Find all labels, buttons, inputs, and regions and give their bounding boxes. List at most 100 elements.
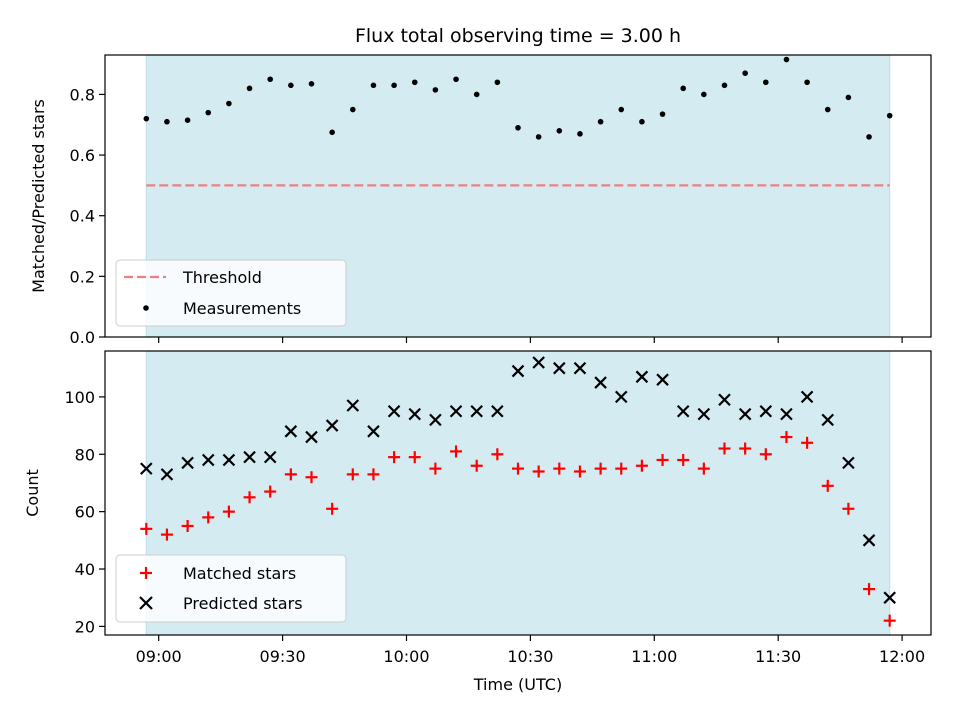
legend-matched-swatch	[140, 567, 152, 579]
measurement-point	[824, 106, 831, 113]
matched-star-marker	[821, 479, 834, 492]
matched-star-marker	[470, 459, 483, 472]
top-x-ticks	[158, 337, 903, 343]
legend-measurements-swatch	[143, 305, 149, 311]
predicted-star-markers	[140, 356, 896, 604]
predicted-star-marker	[325, 419, 339, 432]
measurement-point	[370, 82, 377, 89]
predicted-star-marker	[532, 356, 545, 369]
y-tick-label: 0.6	[70, 146, 95, 165]
matched-star-marker	[842, 502, 855, 515]
bottom-legend-box	[115, 554, 347, 623]
matched-star-marker	[388, 451, 401, 464]
matched-star-marker	[450, 445, 463, 458]
predicted-star-marker	[676, 404, 690, 418]
predicted-star-marker	[429, 413, 442, 427]
predicted-star-marker	[780, 407, 793, 421]
matched-star-marker	[346, 468, 359, 481]
measurement-point	[577, 131, 583, 137]
matched-star-marker	[883, 614, 896, 627]
measurement-point	[473, 91, 480, 98]
bottom-legend: Matched stars Predicted stars	[115, 554, 347, 623]
matched-star-marker	[326, 502, 339, 515]
x-tick-label: 10:00	[383, 647, 429, 666]
predicted-star-marker	[470, 404, 483, 418]
measurement-points	[143, 56, 893, 140]
measurement-point	[267, 76, 274, 83]
measurement-point	[845, 94, 852, 101]
x-tick-label: 11:30	[755, 647, 801, 666]
bottom-x-ticks: 09:00 09:30 10:00 10:30 11:00 11:30 12:00	[136, 635, 925, 666]
bottom-axes-frame	[104, 350, 932, 636]
measurement-point	[701, 91, 707, 98]
predicted-star-marker	[367, 425, 380, 438]
top-y-ticks: 0.0 0.2 0.4 0.6 0.8	[70, 85, 105, 347]
predicted-star-marker	[883, 591, 896, 604]
matched-star-marker	[739, 442, 752, 455]
y-tick-label: 80	[75, 445, 95, 464]
predicted-star-marker	[222, 453, 236, 467]
measurement-point	[783, 56, 790, 63]
predicted-star-marker	[511, 364, 525, 378]
predicted-star-marker	[821, 413, 835, 427]
measurement-point	[226, 100, 232, 107]
predicted-star-marker	[573, 361, 587, 375]
top-panel: 0.00.20.40.60.8 Matched/Predicted stars …	[29, 54, 932, 347]
measurement-point	[556, 128, 563, 134]
predicted-star-marker	[449, 404, 463, 418]
measurement-point	[763, 79, 769, 86]
matched-star-marker	[615, 462, 628, 475]
predicted-star-marker	[181, 456, 194, 470]
measurement-point	[184, 117, 191, 123]
x-tick-label: 09:00	[136, 647, 182, 666]
measurement-point	[515, 124, 521, 131]
matched-star-marker	[677, 454, 690, 467]
chart-title: Flux total observing time = 3.00 h	[355, 25, 681, 47]
measurement-point	[432, 87, 439, 93]
matched-star-marker	[202, 511, 215, 524]
measurement-point	[453, 76, 459, 83]
measurement-point	[329, 129, 335, 136]
measurement-point	[639, 118, 645, 125]
matched-star-marker	[160, 528, 173, 541]
x-tick-label: 11:00	[631, 647, 677, 666]
matched-star-marker	[264, 485, 277, 498]
y-tick-label: 100	[64, 388, 95, 407]
measurement-point	[535, 134, 542, 140]
predicted-star-marker	[160, 468, 174, 481]
legend-predicted-label: Predicted stars	[183, 594, 303, 613]
predicted-star-marker	[408, 407, 422, 421]
matched-star-marker	[243, 491, 256, 504]
measurement-point	[886, 112, 893, 119]
measurement-point	[866, 134, 872, 140]
top-axes-frame	[104, 54, 932, 338]
predicted-star-marker	[862, 534, 876, 547]
measurement-point	[164, 118, 170, 125]
measurement-point	[391, 82, 397, 89]
matched-star-marker	[532, 465, 545, 478]
x-tick-label: 10:30	[507, 647, 553, 666]
measurement-point	[308, 81, 315, 87]
y-tick-label: 40	[75, 560, 95, 579]
measurement-point	[205, 109, 212, 116]
predicted-star-marker	[201, 453, 215, 467]
bottom-panel: 20 40 60 80 100 09:00 09:30 10:00 10:30 11:00 11:…	[23, 350, 932, 694]
predicted-star-marker	[635, 370, 649, 384]
matched-star-marker	[284, 468, 297, 481]
matched-star-marker	[305, 471, 318, 484]
matched-star-marker	[635, 459, 648, 472]
predicted-star-marker	[614, 390, 628, 404]
measurement-point	[350, 106, 356, 113]
matched-star-marker	[140, 522, 153, 535]
matched-star-marker	[429, 462, 442, 475]
x-tick-label: 12:00	[879, 647, 925, 666]
y-tick-label: 20	[75, 617, 95, 636]
y-tick-label: 60	[75, 503, 95, 522]
matched-star-marker	[780, 431, 793, 444]
predicted-star-marker	[140, 462, 153, 475]
matched-star-markers	[140, 431, 896, 627]
measurement-point	[288, 82, 294, 89]
predicted-star-marker	[656, 373, 669, 386]
matched-star-marker	[367, 468, 380, 481]
